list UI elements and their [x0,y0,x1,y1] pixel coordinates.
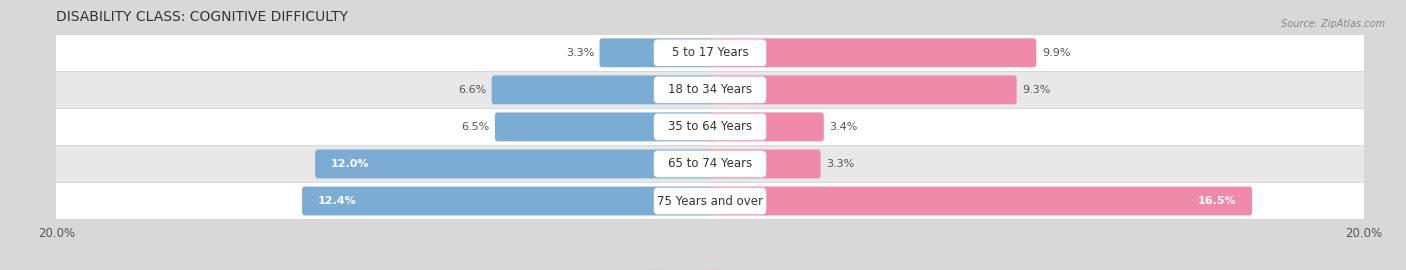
FancyBboxPatch shape [495,112,713,141]
Text: 16.5%: 16.5% [1198,196,1236,206]
Text: 9.9%: 9.9% [1042,48,1070,58]
FancyBboxPatch shape [654,76,766,103]
FancyBboxPatch shape [599,38,713,67]
Text: 18 to 34 Years: 18 to 34 Years [668,83,752,96]
Text: 9.3%: 9.3% [1022,85,1050,95]
Text: 12.4%: 12.4% [318,196,357,206]
FancyBboxPatch shape [654,188,766,214]
FancyBboxPatch shape [707,112,824,141]
Text: 3.3%: 3.3% [827,159,855,169]
Text: Source: ZipAtlas.com: Source: ZipAtlas.com [1281,19,1385,29]
FancyBboxPatch shape [654,151,766,177]
FancyBboxPatch shape [39,35,1381,71]
FancyBboxPatch shape [302,187,713,215]
FancyBboxPatch shape [39,146,1381,182]
Legend: Male, Female: Male, Female [643,265,778,270]
Text: 65 to 74 Years: 65 to 74 Years [668,157,752,170]
FancyBboxPatch shape [707,75,1017,104]
Text: 3.4%: 3.4% [830,122,858,132]
FancyBboxPatch shape [654,114,766,140]
Text: 6.5%: 6.5% [461,122,489,132]
Text: DISABILITY CLASS: COGNITIVE DIFFICULTY: DISABILITY CLASS: COGNITIVE DIFFICULTY [56,10,349,24]
FancyBboxPatch shape [654,39,766,66]
FancyBboxPatch shape [39,183,1381,219]
Text: 35 to 64 Years: 35 to 64 Years [668,120,752,133]
FancyBboxPatch shape [39,72,1381,108]
Text: 5 to 17 Years: 5 to 17 Years [672,46,748,59]
FancyBboxPatch shape [707,38,1036,67]
FancyBboxPatch shape [707,150,821,178]
FancyBboxPatch shape [39,109,1381,145]
Text: 12.0%: 12.0% [330,159,370,169]
FancyBboxPatch shape [315,150,713,178]
FancyBboxPatch shape [707,187,1251,215]
Text: 6.6%: 6.6% [458,85,486,95]
Text: 3.3%: 3.3% [565,48,593,58]
FancyBboxPatch shape [492,75,713,104]
Text: 75 Years and over: 75 Years and over [657,194,763,208]
